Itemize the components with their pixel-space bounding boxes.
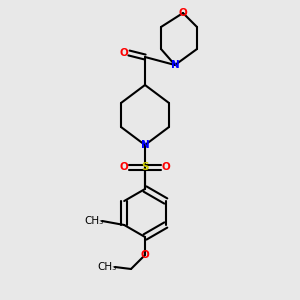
Text: CH₃: CH₃ xyxy=(85,216,104,226)
Text: O: O xyxy=(120,48,128,58)
Text: N: N xyxy=(171,60,179,70)
Text: O: O xyxy=(162,162,170,172)
Text: O: O xyxy=(178,8,188,18)
Text: CH₃: CH₃ xyxy=(98,262,117,272)
Text: O: O xyxy=(141,250,149,260)
Text: N: N xyxy=(141,140,149,150)
Text: O: O xyxy=(120,162,128,172)
Text: S: S xyxy=(141,162,149,172)
